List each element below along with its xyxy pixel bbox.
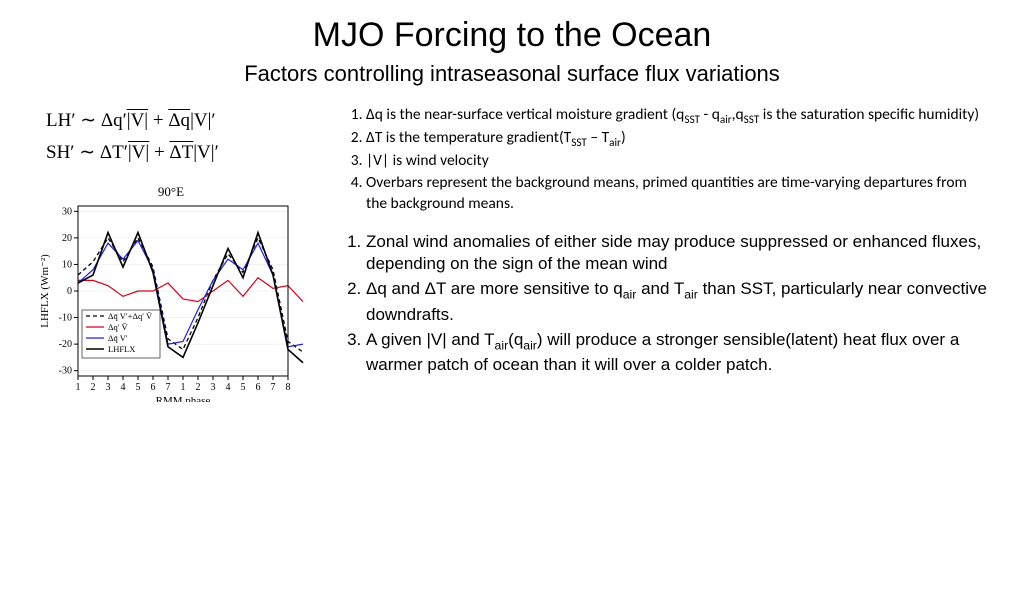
svg-text:Δq̄ V′+Δq′ V̄: Δq̄ V′+Δq′ V̄: [108, 311, 153, 321]
svg-text:2: 2: [196, 382, 201, 393]
svg-text:7: 7: [271, 382, 276, 393]
notes-list: Zonal wind anomalies of either side may …: [344, 231, 988, 376]
page-subtitle: Factors controlling intraseasonal surfac…: [0, 61, 1024, 87]
content: LH′ ∼ Δq′|V| + Δq|V|′ SH′ ∼ ΔT′|V| + ΔT|…: [0, 105, 1024, 407]
svg-text:LHFLX (Wm⁻²): LHFLX (Wm⁻²): [39, 253, 51, 327]
definition-item: Δq is the near-surface vertical moisture…: [366, 105, 988, 127]
note-item: A given |V| and Tair(qair) will produce …: [366, 329, 988, 376]
svg-text:1: 1: [181, 382, 186, 393]
svg-text:LHFLX: LHFLX: [108, 344, 135, 354]
formula-sh: SH′ ∼ ΔT′|V| + ΔT|V|′: [46, 137, 316, 169]
chart-title: 90°E: [36, 184, 306, 200]
note-item: Δq and ΔT are more sensitive to qair and…: [366, 278, 988, 325]
svg-text:3: 3: [211, 382, 216, 393]
svg-text:7: 7: [166, 382, 171, 393]
svg-text:8: 8: [286, 382, 291, 393]
svg-text:10: 10: [62, 259, 72, 270]
svg-text:4: 4: [226, 382, 231, 393]
svg-text:1: 1: [76, 382, 81, 393]
svg-text:-30: -30: [59, 365, 72, 376]
svg-text:6: 6: [151, 382, 156, 393]
svg-text:-10: -10: [59, 312, 72, 323]
lhflx-chart: -30-20-100102030123456712345678RMM phase…: [36, 202, 306, 402]
right-column: Δq is the near-surface vertical moisture…: [316, 105, 988, 407]
left-column: LH′ ∼ Δq′|V| + Δq|V|′ SH′ ∼ ΔT′|V| + ΔT|…: [36, 105, 316, 407]
svg-text:3: 3: [106, 382, 111, 393]
note-item: Zonal wind anomalies of either side may …: [366, 231, 988, 275]
svg-text:-20: -20: [59, 339, 72, 350]
svg-text:6: 6: [256, 382, 261, 393]
formula-lh: LH′ ∼ Δq′|V| + Δq|V|′: [46, 105, 316, 137]
svg-text:5: 5: [241, 382, 246, 393]
svg-text:0: 0: [67, 286, 72, 297]
chart-wrap: 90°E -30-20-100102030123456712345678RMM …: [36, 184, 306, 407]
svg-text:20: 20: [62, 232, 72, 243]
svg-text:2: 2: [91, 382, 96, 393]
svg-text:Δq′ V̄: Δq′ V̄: [108, 322, 129, 332]
svg-text:RMM phase: RMM phase: [156, 395, 211, 402]
svg-text:5: 5: [136, 382, 141, 393]
page-title: MJO Forcing to the Ocean: [0, 16, 1024, 55]
definition-item: ΔT is the temperature gradient(TSST – Ta…: [366, 128, 988, 150]
svg-text:Δq̄ V′: Δq̄ V′: [108, 333, 128, 343]
svg-text:4: 4: [121, 382, 126, 393]
formula-block: LH′ ∼ Δq′|V| + Δq|V|′ SH′ ∼ ΔT′|V| + ΔT|…: [36, 105, 316, 170]
svg-text:30: 30: [62, 206, 72, 217]
definition-item: Overbars represent the background means,…: [366, 173, 988, 215]
definition-item: |V| is wind velocity: [366, 151, 988, 172]
definitions-list: Δq is the near-surface vertical moisture…: [344, 105, 988, 215]
